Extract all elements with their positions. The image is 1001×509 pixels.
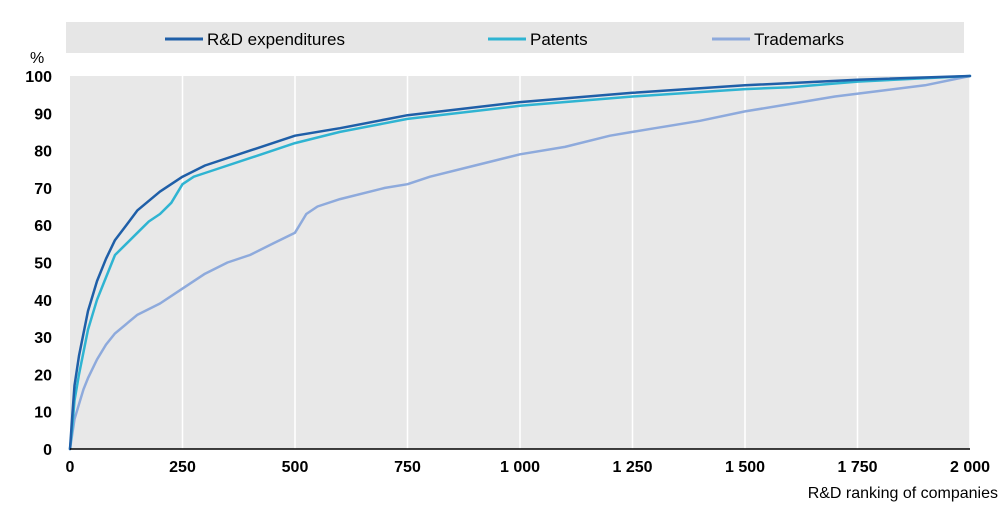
- y-tick-label: 10: [34, 405, 52, 422]
- series-line-2: [68, 74, 972, 451]
- y-tick-label: 20: [34, 367, 52, 384]
- x-axis-title: R&D ranking of companies: [808, 485, 998, 502]
- grid-lines: [181, 76, 971, 449]
- legend-label-1: Patents: [530, 30, 588, 49]
- x-tick-label: 2 000: [950, 459, 990, 476]
- series-line-1: [68, 74, 972, 451]
- x-tick-label: 1 000: [500, 459, 540, 476]
- x-tick-label: 750: [394, 459, 421, 476]
- legend-label-0: R&D expenditures: [207, 30, 345, 49]
- legend: R&D expenditures Patents Trademarks: [165, 30, 844, 49]
- y-tick-label: 50: [34, 256, 52, 273]
- y-tick-label: 100: [25, 69, 52, 86]
- y-tick-label: 90: [34, 106, 52, 123]
- y-tick-label: 0: [43, 442, 52, 459]
- x-tick-label: 1 500: [725, 459, 765, 476]
- series-line-0: [68, 74, 972, 451]
- y-tick-label: 40: [34, 293, 52, 310]
- legend-label-2: Trademarks: [754, 30, 844, 49]
- x-tick-label: 250: [169, 459, 196, 476]
- y-tick-label: 70: [34, 181, 52, 198]
- series-lines: [68, 74, 972, 451]
- x-tick-label: 1 750: [837, 459, 877, 476]
- y-tick-label: 80: [34, 144, 52, 161]
- y-tick-label: 30: [34, 330, 52, 347]
- x-tick-labels: 0 250 500 750 1 000 1 250 1 500 1 750 2 000: [66, 459, 991, 476]
- y-tick-labels: 0 10 20 30 40 50 60 70 80 90 100: [25, 69, 52, 459]
- y-tick-label: 60: [34, 218, 52, 235]
- y-axis-unit-label: %: [30, 50, 44, 67]
- x-tick-label: 0: [66, 459, 75, 476]
- x-tick-label: 500: [282, 459, 309, 476]
- x-tick-label: 1 250: [612, 459, 652, 476]
